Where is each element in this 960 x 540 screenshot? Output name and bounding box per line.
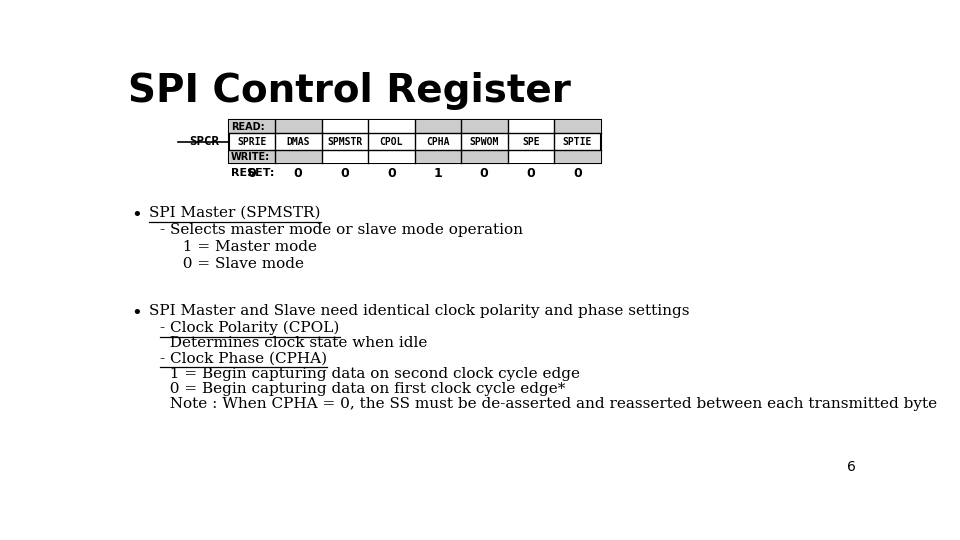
Text: - Selects master mode or slave mode operation: - Selects master mode or slave mode oper… bbox=[160, 222, 523, 237]
Text: - Clock Polarity (CPOL): - Clock Polarity (CPOL) bbox=[160, 320, 340, 335]
Bar bbox=[415, 150, 461, 164]
Text: SPWOM: SPWOM bbox=[469, 137, 499, 147]
Text: 0: 0 bbox=[480, 167, 489, 180]
Bar bbox=[461, 120, 508, 133]
Text: SPE: SPE bbox=[522, 137, 540, 147]
Bar bbox=[275, 120, 322, 133]
Bar bbox=[415, 120, 461, 133]
Text: RESET:: RESET: bbox=[230, 168, 275, 178]
Text: SPMSTR: SPMSTR bbox=[327, 137, 362, 147]
Text: Determines clock state when idle: Determines clock state when idle bbox=[160, 336, 427, 350]
Text: Note : When CPHA = 0, the SS must be de-asserted and reasserted between each tra: Note : When CPHA = 0, the SS must be de-… bbox=[160, 397, 937, 411]
Text: 0: 0 bbox=[573, 167, 582, 180]
Text: - Clock Phase (CPHA): - Clock Phase (CPHA) bbox=[160, 351, 327, 365]
Text: 1: 1 bbox=[433, 167, 443, 180]
Bar bbox=[554, 150, 601, 164]
Text: 0 = Begin capturing data on first clock cycle edge*: 0 = Begin capturing data on first clock … bbox=[160, 382, 565, 396]
Bar bbox=[228, 150, 275, 164]
Text: WRITE:: WRITE: bbox=[230, 152, 270, 162]
Text: 1 = Begin capturing data on second clock cycle edge: 1 = Begin capturing data on second clock… bbox=[160, 367, 580, 381]
Text: SPRIE: SPRIE bbox=[237, 137, 267, 147]
Text: SPI Control Register: SPI Control Register bbox=[128, 72, 570, 111]
Text: 6: 6 bbox=[848, 461, 856, 475]
Bar bbox=[508, 120, 554, 133]
Text: CPHA: CPHA bbox=[426, 137, 449, 147]
Text: 1 = Master mode: 1 = Master mode bbox=[173, 240, 317, 254]
Bar bbox=[275, 150, 322, 164]
Bar bbox=[461, 150, 508, 164]
Bar bbox=[228, 120, 601, 164]
Bar bbox=[508, 150, 554, 164]
Text: 0: 0 bbox=[248, 167, 256, 180]
Text: 0: 0 bbox=[526, 167, 535, 180]
Bar bbox=[322, 150, 368, 164]
Text: 0: 0 bbox=[341, 167, 349, 180]
Bar bbox=[228, 120, 275, 133]
Text: 0 = Slave mode: 0 = Slave mode bbox=[173, 256, 303, 271]
Text: 0: 0 bbox=[387, 167, 396, 180]
Text: •: • bbox=[132, 206, 142, 224]
Text: SPI Master (SPMSTR): SPI Master (SPMSTR) bbox=[150, 206, 321, 220]
Bar bbox=[368, 150, 415, 164]
Text: DMAS: DMAS bbox=[286, 137, 310, 147]
Bar bbox=[368, 120, 415, 133]
Bar bbox=[322, 120, 368, 133]
Text: SPCR: SPCR bbox=[189, 136, 219, 148]
Text: 0: 0 bbox=[294, 167, 302, 180]
Bar bbox=[554, 120, 601, 133]
Text: CPOL: CPOL bbox=[379, 137, 403, 147]
Text: READ:: READ: bbox=[230, 122, 264, 132]
Text: SPI Master and Slave need identical clock polarity and phase settings: SPI Master and Slave need identical cloc… bbox=[150, 303, 690, 318]
Text: SPTIE: SPTIE bbox=[563, 137, 592, 147]
Text: •: • bbox=[132, 303, 142, 321]
